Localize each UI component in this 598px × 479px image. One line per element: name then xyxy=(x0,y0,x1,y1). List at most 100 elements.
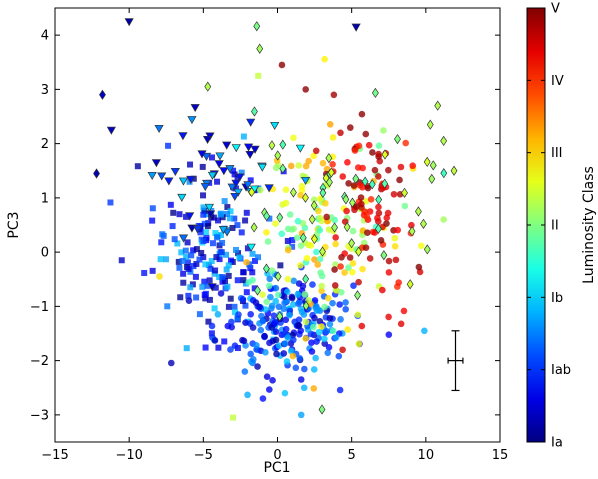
data-point-triangle-down xyxy=(207,171,218,180)
data-point-square xyxy=(196,311,203,318)
data-point-triangle-down xyxy=(225,165,235,174)
data-point-square xyxy=(187,284,194,291)
data-point-circle xyxy=(287,162,295,170)
data-point-square xyxy=(234,315,241,322)
data-point-circle xyxy=(228,323,236,331)
data-point-square xyxy=(249,269,256,276)
data-point-triangle-down xyxy=(106,126,116,135)
data-point-circle xyxy=(324,349,332,357)
data-point-diamond xyxy=(380,250,388,261)
data-point-square xyxy=(221,198,228,205)
data-point-triangle-down xyxy=(233,188,243,197)
data-point-square xyxy=(176,264,183,271)
data-point-circle xyxy=(294,217,302,225)
data-point-square xyxy=(182,247,189,254)
data-point-square xyxy=(203,229,210,236)
data-point-circle xyxy=(319,159,327,167)
data-point-circle xyxy=(286,211,294,218)
data-point-square xyxy=(193,294,200,301)
data-point-diamond xyxy=(327,167,335,178)
data-point-circle xyxy=(310,323,317,331)
data-point-square xyxy=(169,223,176,230)
data-point-circle xyxy=(305,241,312,249)
data-point-circle xyxy=(332,240,339,248)
data-point-circle xyxy=(278,230,286,238)
data-point-circle xyxy=(259,395,267,402)
data-point-diamond xyxy=(308,214,316,225)
data-point-square xyxy=(180,270,187,277)
data-point-square xyxy=(170,209,177,216)
data-point-circle xyxy=(316,195,324,203)
data-point-square xyxy=(178,249,185,256)
data-point-square xyxy=(185,292,192,299)
data-point-diamond xyxy=(426,119,434,130)
data-point-square xyxy=(202,344,209,351)
data-point-circle xyxy=(321,303,328,311)
data-point-circle xyxy=(365,141,373,149)
data-point-circle xyxy=(329,327,337,335)
data-point-diamond xyxy=(352,173,360,184)
data-point-square xyxy=(289,243,296,250)
data-point-circle xyxy=(385,331,393,338)
data-point-circle xyxy=(263,229,270,236)
y-tick-label: 2 xyxy=(41,137,49,152)
data-point-triangle-down xyxy=(222,141,232,150)
data-point-square xyxy=(183,213,190,220)
data-point-circle xyxy=(265,282,273,290)
y-tick-label: −3 xyxy=(30,408,49,423)
data-point-circle xyxy=(331,266,338,273)
data-point-circle xyxy=(249,276,256,284)
data-point-square xyxy=(289,237,296,244)
data-point-circle xyxy=(339,346,346,354)
data-point-circle xyxy=(296,355,304,362)
data-point-square xyxy=(212,230,219,237)
data-point-square xyxy=(234,222,241,229)
data-point-circle xyxy=(273,350,280,358)
data-point-square xyxy=(207,265,214,272)
data-point-circle xyxy=(383,214,391,222)
data-point-square xyxy=(234,277,241,284)
data-point-circle xyxy=(268,302,276,310)
data-point-circle xyxy=(290,134,297,142)
data-point-square xyxy=(204,223,211,230)
data-point-square xyxy=(238,169,245,176)
data-point-circle xyxy=(355,142,363,150)
data-point-circle xyxy=(295,162,303,169)
x-tick-label: 0 xyxy=(273,448,281,463)
data-point-circle xyxy=(242,319,249,326)
data-point-triangle-down xyxy=(177,193,187,202)
data-point-circle xyxy=(271,318,279,326)
data-point-circle xyxy=(336,386,344,394)
data-point-diamond xyxy=(429,160,437,171)
data-point-diamond xyxy=(276,212,284,223)
data-point-circle xyxy=(329,134,337,141)
data-point-circle xyxy=(329,299,336,307)
data-point-diamond xyxy=(406,279,414,290)
data-point-circle xyxy=(308,348,316,355)
data-point-circle xyxy=(250,356,257,363)
data-point-circle xyxy=(337,316,344,323)
colorbar-tick-label: II xyxy=(551,219,559,234)
data-point-square xyxy=(211,270,218,277)
data-point-square xyxy=(200,192,207,199)
data-point-square xyxy=(165,142,172,149)
data-point-diamond xyxy=(394,133,401,145)
data-point-square xyxy=(224,283,231,290)
data-point-circle xyxy=(337,129,344,137)
data-point-circle xyxy=(408,221,415,229)
data-point-square xyxy=(149,205,156,212)
data-point-circle xyxy=(228,318,235,326)
data-point-square xyxy=(215,217,222,224)
data-point-square xyxy=(175,258,182,265)
data-point-diamond xyxy=(93,168,100,179)
data-point-circle xyxy=(156,273,163,280)
data-point-circle xyxy=(359,164,366,172)
data-point-diamond xyxy=(423,244,431,255)
data-point-square xyxy=(217,210,224,217)
data-point-circle xyxy=(335,352,343,360)
data-point-diamond xyxy=(423,156,431,168)
data-point-circle xyxy=(342,299,349,306)
data-point-diamond xyxy=(263,210,271,222)
data-point-circle xyxy=(332,234,339,241)
